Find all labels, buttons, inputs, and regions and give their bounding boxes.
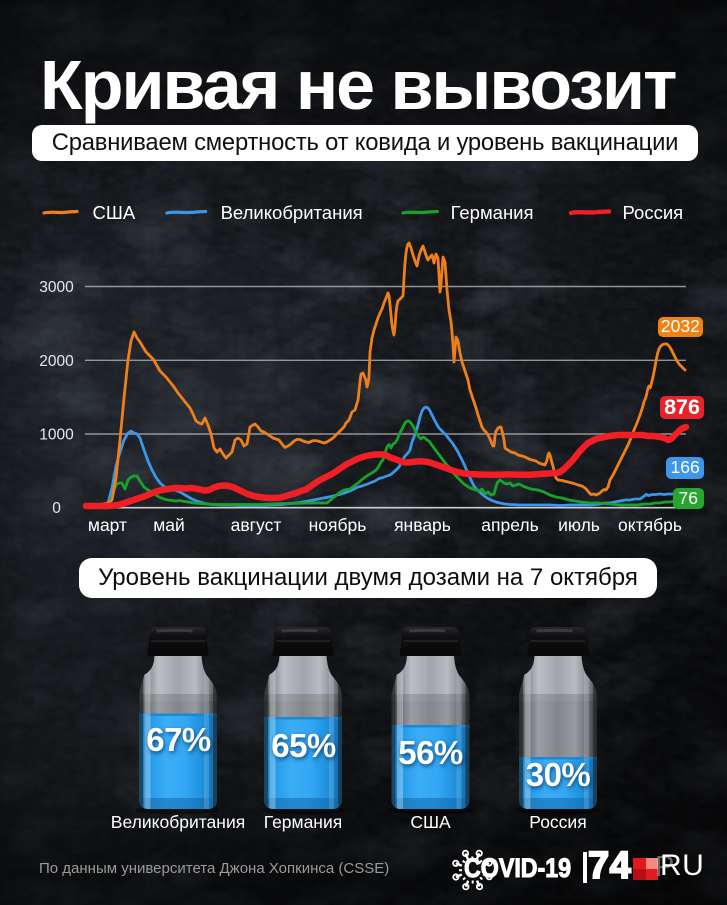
svg-text:Россия: Россия [623, 202, 684, 223]
svg-text:Германия: Германия [451, 202, 534, 223]
svg-text:3000: 3000 [39, 279, 74, 296]
svg-text:2000: 2000 [39, 353, 74, 370]
svg-text:США: США [93, 202, 136, 223]
svg-text:август: август [231, 515, 282, 535]
svg-text:май: май [153, 515, 185, 535]
svg-text:апрель: апрель [481, 515, 538, 535]
svg-text:октябрь: октябрь [618, 515, 682, 535]
svg-text:январь: январь [394, 515, 451, 535]
svg-text:0: 0 [52, 500, 61, 517]
svg-text:июль: июль [558, 515, 600, 535]
svg-text:1000: 1000 [39, 427, 74, 444]
svg-text:Великобритания: Великобритания [221, 202, 363, 223]
svg-text:ноябрь: ноябрь [309, 515, 367, 535]
svg-text:март: март [88, 515, 127, 535]
